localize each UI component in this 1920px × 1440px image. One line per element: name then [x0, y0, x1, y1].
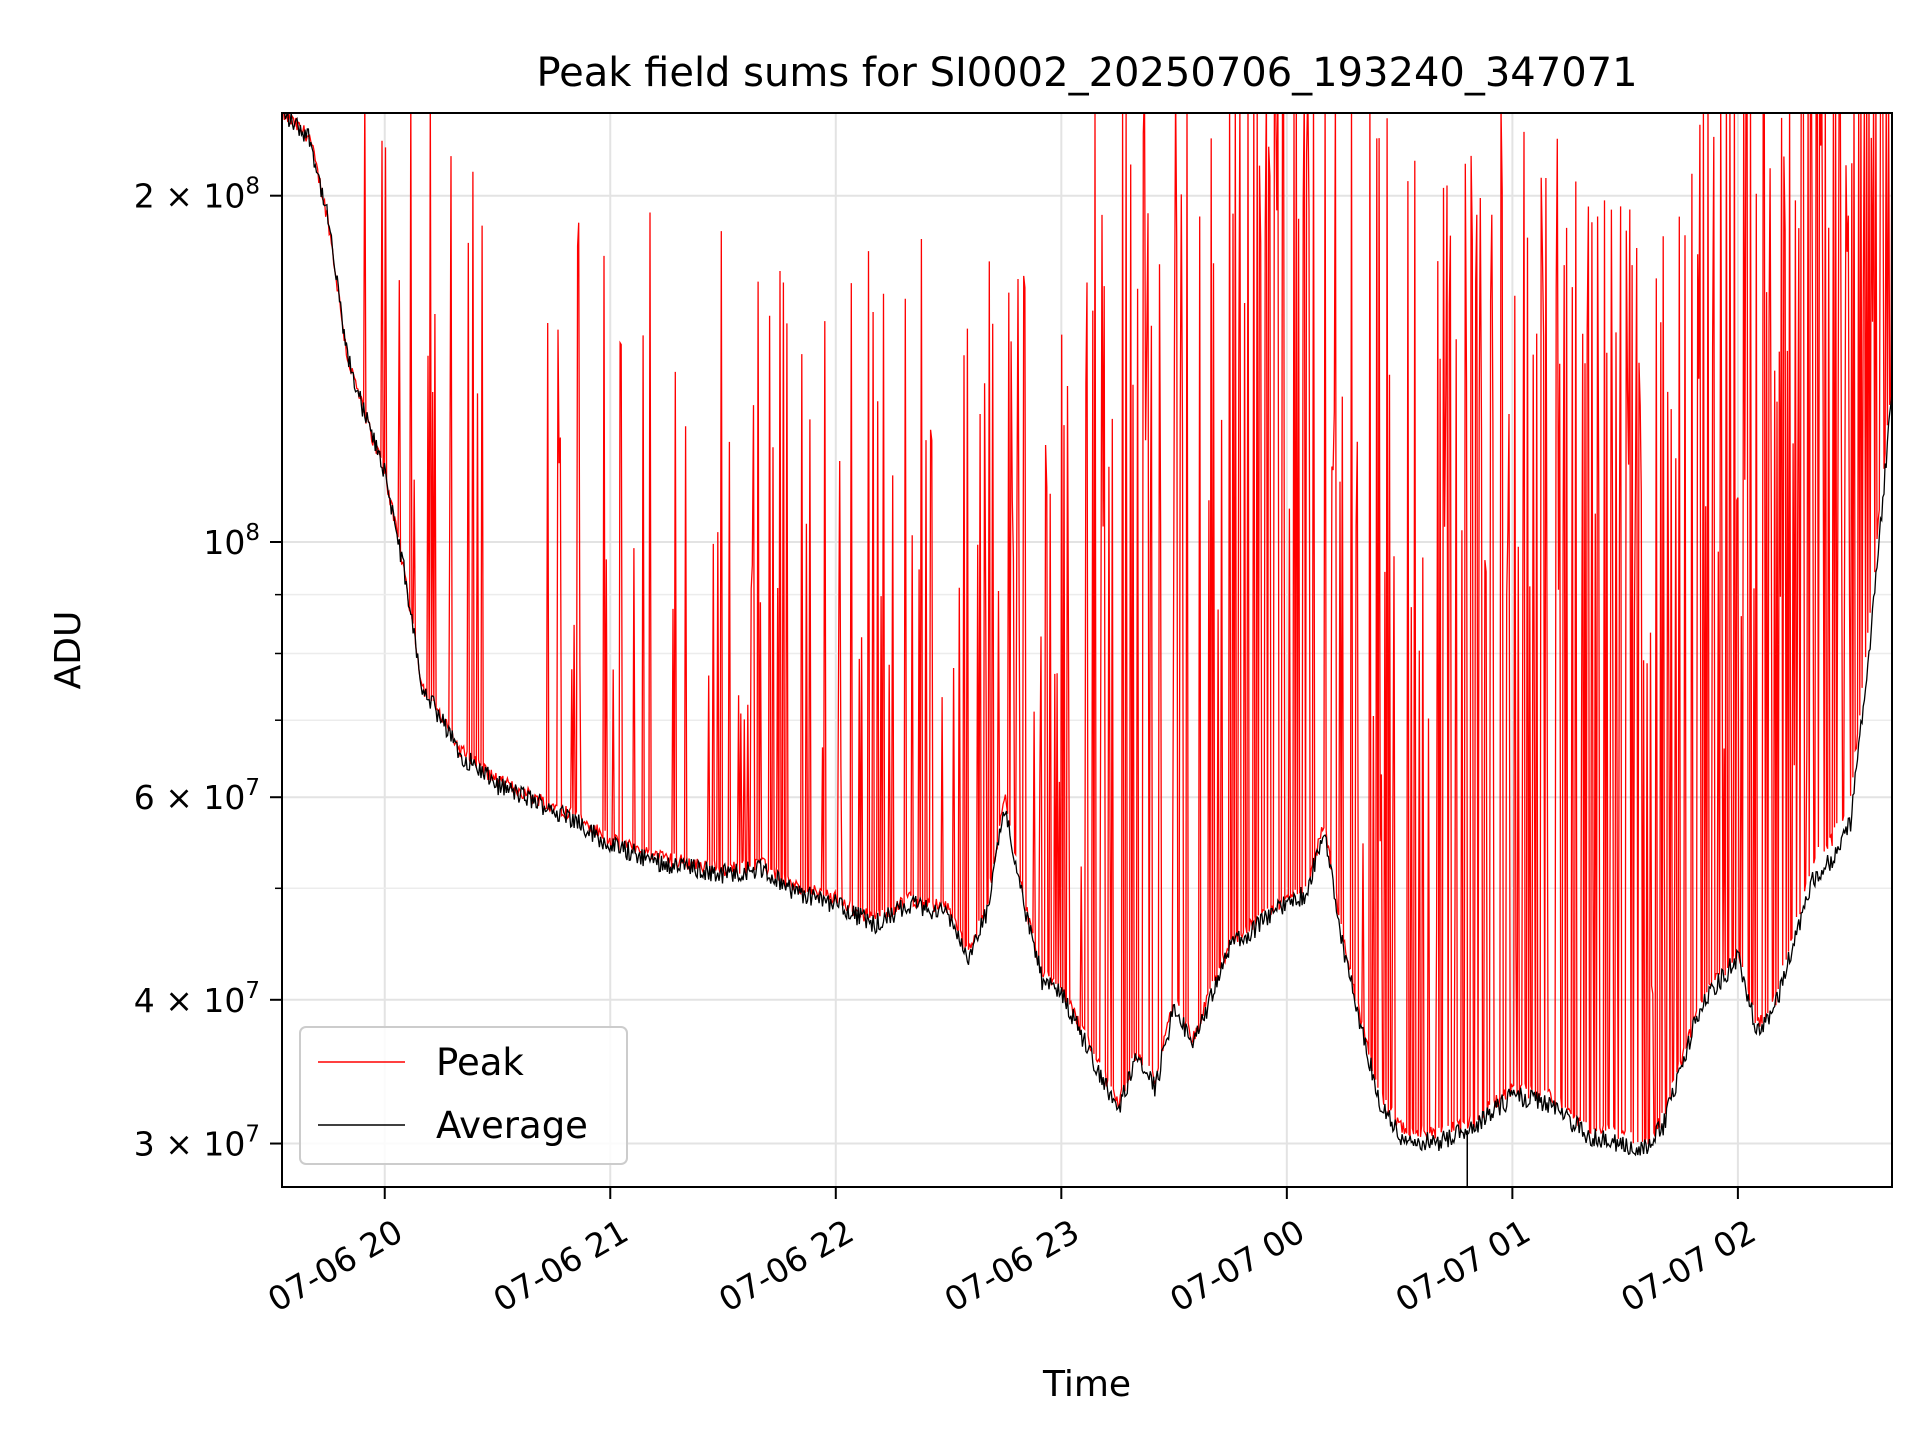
y-axis-label: ADU — [48, 611, 89, 690]
plot-frame — [281, 112, 1893, 1188]
legend: Peak Average — [299, 1026, 628, 1165]
y-axis: 2 × 108 108 6 × 107 4 × 107 3 × 107 — [134, 174, 282, 1164]
series-layer — [283, 113, 1892, 1187]
legend-label-peak: Peak — [436, 1041, 524, 1084]
y-tick-label: 6 × 107 — [134, 775, 260, 817]
y-tick-label: 2 × 108 — [134, 174, 260, 216]
series-line-average — [283, 113, 1892, 1157]
legend-label-average: Average — [436, 1104, 588, 1147]
y-tick-label: 3 × 107 — [134, 1122, 260, 1164]
y-tick-label: 108 — [203, 520, 260, 562]
chart-title: Peak field sums for SI0002_20250706_1932… — [536, 50, 1637, 96]
plot-area — [283, 113, 1892, 1187]
y-tick-label: 4 × 107 — [134, 978, 260, 1020]
x-axis-label: Time — [1042, 1364, 1131, 1405]
series-line-peak — [283, 113, 1892, 1145]
